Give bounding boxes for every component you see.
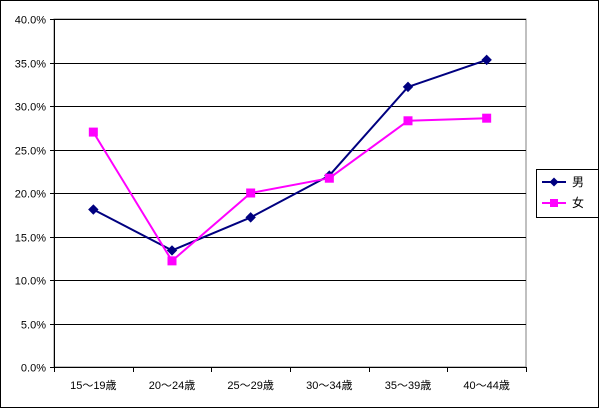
- y-tick-label: 15.0%: [15, 233, 46, 245]
- y-tick-label: 25.0%: [15, 146, 46, 158]
- series-line-2: [92, 117, 487, 262]
- data-point-marker: [88, 204, 99, 215]
- y-tick-label: 10.0%: [15, 276, 46, 288]
- data-point-marker: [481, 54, 492, 66]
- legend-marker-2: [550, 199, 558, 207]
- gridlines: [54, 19, 526, 325]
- x-tick-label: 25～29歳: [227, 379, 273, 392]
- legend: 男女: [536, 169, 598, 218]
- data-point-marker: [324, 173, 334, 183]
- y-tick-label: 35.0%: [15, 59, 46, 71]
- legend-marker-1: [549, 177, 559, 187]
- data-point-marker: [166, 245, 178, 256]
- axes: [50, 19, 527, 372]
- y-tick-label: 30.0%: [15, 102, 46, 114]
- series: [88, 54, 492, 266]
- y-tick-label: 20.0%: [15, 189, 46, 201]
- data-point-marker: [246, 188, 256, 198]
- y-tick-label: 5.0%: [21, 320, 46, 332]
- data-point-marker: [88, 127, 98, 137]
- x-tick-label: 15～19歳: [70, 379, 116, 392]
- x-tick-label: 20～24歳: [149, 379, 195, 392]
- x-tick-labels: 15～19歳 20～24歳 25～29歳 30～34歳 35～39歳 40～44歳: [70, 379, 510, 392]
- data-point-marker: [245, 212, 256, 223]
- legend-label: 男: [572, 175, 584, 189]
- data-point-marker: [482, 113, 492, 123]
- y-tick-label: 40.0%: [15, 15, 46, 27]
- x-tick-label: 30～34歳: [306, 379, 352, 392]
- data-point-marker: [402, 81, 414, 93]
- y-tick-label: 0.0%: [21, 363, 46, 375]
- legend-box: [536, 169, 598, 218]
- y-tick-labels: 0.0% 5.0% 10.0% 15.0% 20.0% 25.0% 30.0% 35.0% 40…: [15, 15, 46, 375]
- legend-label: 女: [572, 195, 584, 210]
- series-line-1: [92, 58, 488, 252]
- data-point-marker: [167, 256, 177, 266]
- x-tick-label: 40～44歳: [463, 379, 509, 392]
- x-tick-label: 35～39歳: [385, 379, 431, 392]
- data-point-marker: [403, 116, 413, 126]
